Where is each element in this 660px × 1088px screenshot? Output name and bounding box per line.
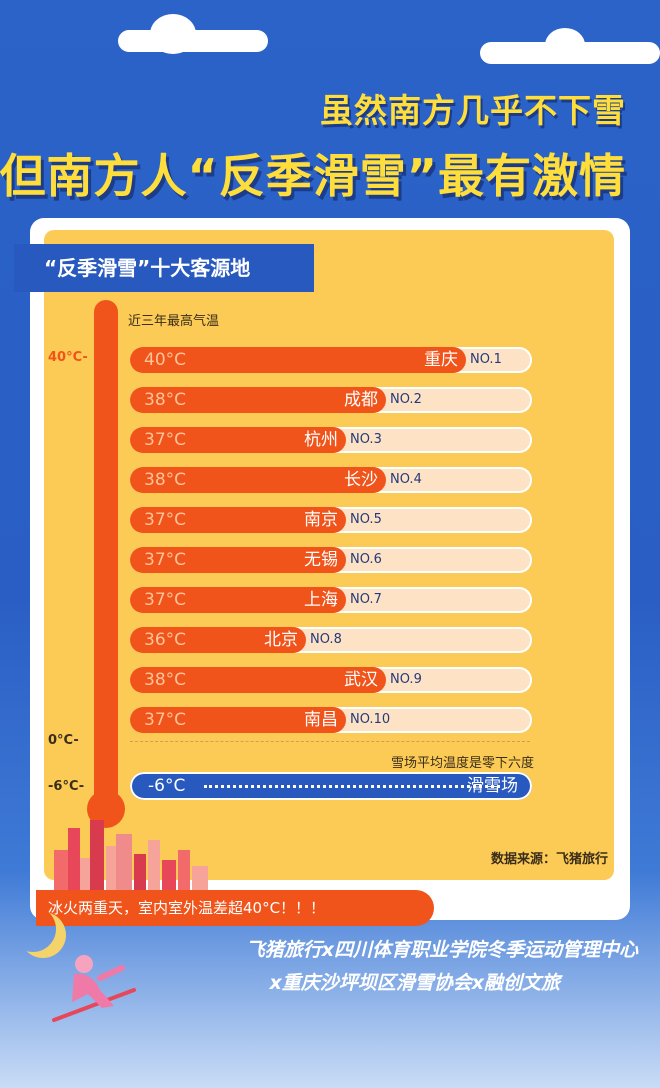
bar-temp-label: 37°C: [144, 590, 187, 610]
bar-rank-label: NO.8: [310, 632, 342, 647]
ski-resort-bar: -6°C 滑雪场: [130, 772, 532, 800]
bar-city-label: 成都: [344, 390, 378, 410]
ski-resort-temp: -6°C: [148, 776, 186, 796]
bar-row-8: 36°C 北京 NO.8: [130, 627, 532, 653]
bar-rank-label: NO.10: [350, 712, 391, 727]
tick-label-40: 40°C-: [48, 350, 88, 365]
bar-row-2: 38°C 成都 NO.2: [130, 387, 532, 413]
cloud-decoration: [545, 28, 585, 62]
bar-fill: [130, 707, 346, 733]
bar-row-9: 38°C 武汉 NO.9: [130, 667, 532, 693]
bar-rank-label: NO.4: [390, 472, 422, 487]
bar-fill: [130, 667, 386, 693]
headline-line1: 虽然南方几乎不下雪: [320, 91, 626, 130]
bar-city-label: 南昌: [304, 710, 338, 730]
zero-line: [130, 741, 530, 742]
bar-rank-label: NO.2: [390, 392, 422, 407]
skier-illustration: [52, 955, 136, 1022]
bar-temp-label: 37°C: [144, 510, 187, 530]
bar-fill: [130, 507, 346, 533]
bar-rank-label: NO.6: [350, 552, 382, 567]
bar-fill: [130, 627, 306, 653]
bar-temp-label: 37°C: [144, 430, 187, 450]
bar-row-6: 37°C 无锡 NO.6: [130, 547, 532, 573]
bar-temp-label: 36°C: [144, 630, 187, 650]
bar-temp-label: 38°C: [144, 470, 187, 490]
chart-subtitle: “反季滑雪”十大客源地: [14, 244, 314, 292]
bar-temp-label: 37°C: [144, 710, 187, 730]
bar-temp-label: 38°C: [144, 670, 187, 690]
bar-city-label: 北京: [264, 630, 298, 650]
data-source: 数据来源：飞猪旅行: [490, 852, 608, 867]
ski-resort-dots: [204, 785, 500, 788]
max-temp-note: 近三年最高气温: [128, 314, 220, 329]
bar-city-label: 上海: [304, 590, 338, 610]
city-skyline-illustration: [54, 820, 208, 890]
bar-row-10: 37°C 南昌 NO.10: [130, 707, 532, 733]
bar-fill: [130, 467, 386, 493]
bar-rank-label: NO.7: [350, 592, 382, 607]
ski-resort-label: 滑雪场: [467, 776, 518, 796]
bar-rank-label: NO.5: [350, 512, 382, 527]
footer-line1: 飞猪旅行x四川体育职业学院冬季运动管理中心: [245, 939, 638, 961]
bar-rank-label: NO.1: [470, 352, 502, 367]
bar-row-3: 37°C 杭州 NO.3: [130, 427, 532, 453]
bar-temp-label: 40°C: [144, 350, 187, 370]
headline-line2: 但南方人“反季滑雪”最有激情: [0, 149, 626, 203]
bar-city-label: 南京: [304, 510, 338, 530]
bar-fill: [130, 587, 346, 613]
bar-row-1: 40°C 重庆 NO.1: [130, 347, 532, 373]
bar-fill: [130, 347, 466, 373]
bar-rank-label: NO.9: [390, 672, 422, 687]
bar-row-5: 37°C 南京 NO.5: [130, 507, 532, 533]
tick-label-0: 0°C-: [48, 733, 79, 748]
bar-temp-label: 37°C: [144, 550, 187, 570]
tick-label-minus6: -6°C-: [48, 779, 85, 794]
bar-fill: [130, 547, 346, 573]
bar-rank-label: NO.3: [350, 432, 382, 447]
moon-icon: [10, 906, 56, 952]
temperature-banner: 冰火两重天，室内室外温差超40°C！！！: [36, 890, 434, 926]
bar-city-label: 无锡: [304, 550, 338, 570]
footer-line2: x重庆沙坪坝区滑雪协会x融创文旅: [269, 972, 560, 994]
bar-city-label: 重庆: [424, 350, 458, 370]
ski-temp-note: 雪场平均温度是零下六度: [390, 756, 534, 771]
bar-city-label: 杭州: [304, 430, 338, 450]
bar-city-label: 长沙: [344, 470, 378, 490]
cloud-decoration: [150, 14, 196, 54]
bar-row-4: 38°C 长沙 NO.4: [130, 467, 532, 493]
bar-row-7: 37°C 上海 NO.7: [130, 587, 532, 613]
bar-temp-label: 38°C: [144, 390, 187, 410]
bar-city-label: 武汉: [344, 670, 378, 690]
thermometer-tube: [94, 300, 118, 812]
bar-fill: [130, 387, 386, 413]
bar-fill: [130, 427, 346, 453]
